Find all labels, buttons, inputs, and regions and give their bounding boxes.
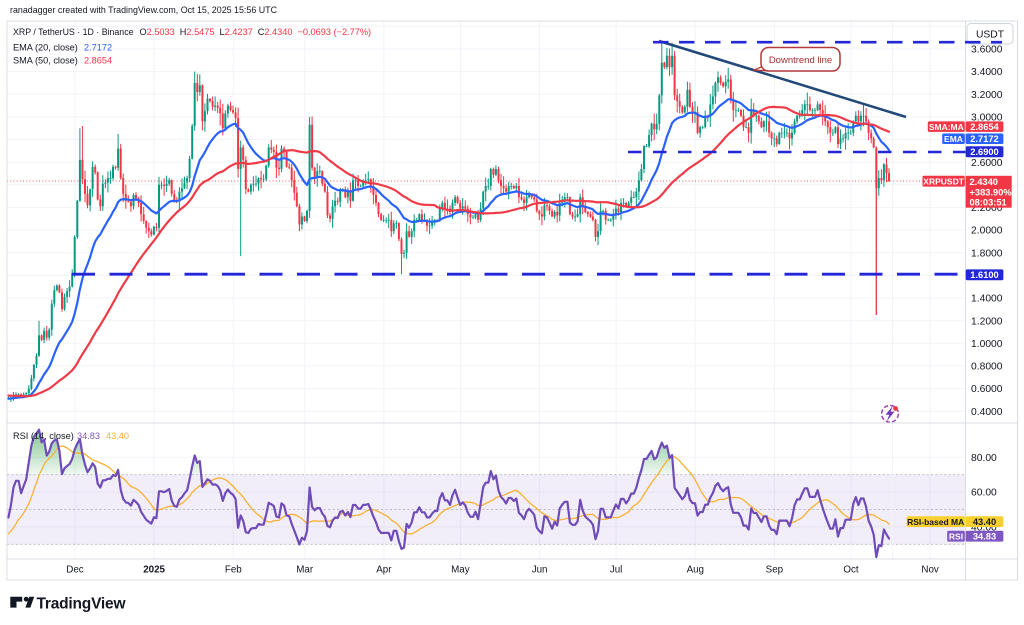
svg-text:May: May — [451, 565, 470, 576]
svg-text:+383.90%: +383.90% — [970, 187, 1013, 197]
svg-text:Jun: Jun — [532, 565, 548, 576]
svg-text:80.00: 80.00 — [971, 453, 997, 464]
svg-text:XRPUSDT: XRPUSDT — [923, 177, 964, 187]
svg-text:1.4000: 1.4000 — [971, 294, 1003, 305]
svg-text:Jul: Jul — [610, 565, 623, 576]
svg-text:3.0000: 3.0000 — [971, 113, 1003, 124]
svg-text:Dec: Dec — [66, 565, 84, 576]
svg-text:2.6900: 2.6900 — [970, 147, 998, 157]
svg-text:USDT: USDT — [976, 30, 1005, 41]
svg-text:43.40: 43.40 — [973, 517, 996, 527]
svg-text:Apr: Apr — [376, 565, 392, 576]
svg-text:0.4000: 0.4000 — [971, 407, 1003, 418]
svg-text:2.7172: 2.7172 — [970, 134, 998, 144]
svg-text:Mar: Mar — [296, 565, 314, 576]
svg-text:Downtrend line: Downtrend line — [769, 55, 832, 66]
svg-text:3.4000: 3.4000 — [971, 67, 1003, 78]
svg-text:Feb: Feb — [225, 565, 242, 576]
svg-text:2.8654: 2.8654 — [970, 122, 999, 132]
svg-text:2.4340: 2.4340 — [970, 177, 998, 187]
svg-text:2.0000: 2.0000 — [971, 226, 1003, 237]
svg-text:Oct: Oct — [843, 565, 859, 576]
svg-text:TradingView: TradingView — [37, 596, 127, 613]
svg-text:Nov: Nov — [921, 565, 939, 576]
svg-text:3.2000: 3.2000 — [971, 90, 1003, 101]
svg-text:40.00: 40.00 — [971, 523, 997, 534]
svg-text:SMA (50, close) 2.8654: SMA (50, close) 2.8654 — [13, 56, 112, 66]
svg-text:RSI-based MA: RSI-based MA — [907, 517, 964, 527]
svg-text:1.6100: 1.6100 — [970, 270, 998, 280]
svg-text:3.6000: 3.6000 — [971, 45, 1003, 56]
svg-text:1.2000: 1.2000 — [971, 316, 1003, 327]
svg-text:2025: 2025 — [143, 565, 165, 576]
svg-text:1.0000: 1.0000 — [971, 339, 1003, 350]
svg-text:Aug: Aug — [687, 565, 704, 576]
svg-text:08:03:51: 08:03:51 — [970, 198, 1007, 208]
svg-text:0.6000: 0.6000 — [971, 384, 1003, 395]
svg-text:SMA:MA: SMA:MA — [929, 122, 964, 132]
svg-text:EMA (20, close) 2.7172: EMA (20, close) 2.7172 — [13, 43, 112, 53]
svg-text:ranadagger created with Tradin: ranadagger created with TradingView.com,… — [10, 5, 277, 15]
svg-text:EMA: EMA — [944, 134, 963, 144]
svg-text:34.83: 34.83 — [973, 532, 996, 542]
svg-text:Sep: Sep — [766, 565, 784, 576]
svg-text:2.2000: 2.2000 — [971, 203, 1003, 214]
svg-text:0.8000: 0.8000 — [971, 362, 1003, 373]
svg-text:RSI: RSI — [949, 532, 963, 542]
svg-text:1.8000: 1.8000 — [971, 248, 1003, 259]
svg-text:2.6000: 2.6000 — [971, 158, 1003, 169]
svg-text:60.00: 60.00 — [971, 488, 997, 499]
